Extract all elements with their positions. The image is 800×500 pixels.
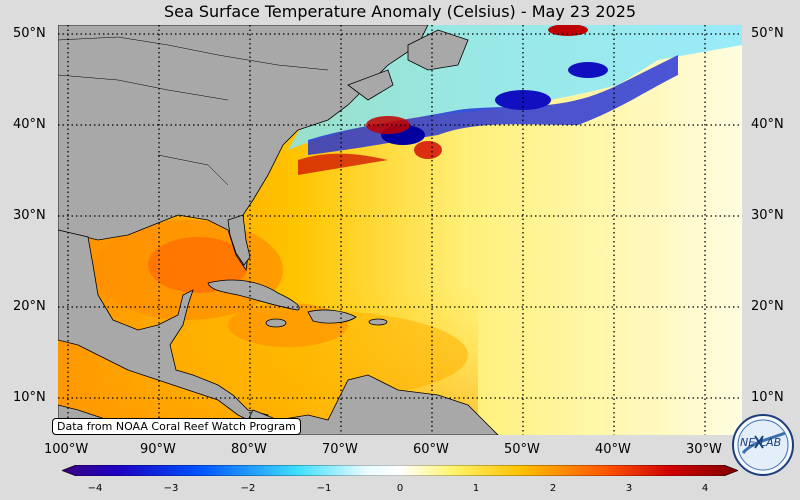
lon-label-30w: 30°W (686, 442, 722, 457)
colorbar-tick: −4 (87, 483, 103, 494)
colorbar-tick: −3 (163, 483, 179, 494)
colorbar (62, 465, 738, 476)
lat-label-10n-right: 10°N (751, 390, 784, 405)
lat-label-10n-left: 10°N (13, 390, 46, 405)
graticule (58, 25, 742, 435)
lat-label-20n-left: 20°N (13, 299, 46, 314)
nexlab-logo: NE LAB (732, 414, 794, 476)
lat-label-40n-right: 40°N (751, 117, 784, 132)
lat-label-30n-left: 30°N (13, 208, 46, 223)
lat-label-40n-left: 40°N (13, 117, 46, 132)
sst-anomaly-map (58, 25, 742, 435)
colorbar-tick: −1 (316, 483, 332, 494)
lat-label-50n-left: 50°N (13, 26, 46, 41)
lon-label-90w: 90°W (140, 442, 176, 457)
lon-label-70w: 70°W (322, 442, 358, 457)
data-credit: Data from NOAA Coral Reef Watch Program (52, 418, 301, 435)
colorbar-tick: 2 (549, 483, 557, 494)
lon-label-40w: 40°W (595, 442, 631, 457)
colorbar-tick: 1 (472, 483, 480, 494)
logo-text-right: LAB (760, 436, 781, 449)
lon-label-80w: 80°W (231, 442, 267, 457)
lon-label-100w: 100°W (44, 442, 89, 457)
colorbar-tick: 4 (701, 483, 709, 494)
lat-label-20n-right: 20°N (751, 299, 784, 314)
colorbar-tick: −2 (240, 483, 256, 494)
colorbar-tick: 3 (625, 483, 633, 494)
lon-label-60w: 60°W (413, 442, 449, 457)
map-title: Sea Surface Temperature Anomaly (Celsius… (163, 2, 637, 21)
colorbar-tick: 0 (396, 483, 404, 494)
logo-text-left: NE (740, 436, 755, 449)
lat-label-50n-right: 50°N (751, 26, 784, 41)
lat-label-30n-right: 30°N (751, 208, 784, 223)
lon-label-50w: 50°W (504, 442, 540, 457)
